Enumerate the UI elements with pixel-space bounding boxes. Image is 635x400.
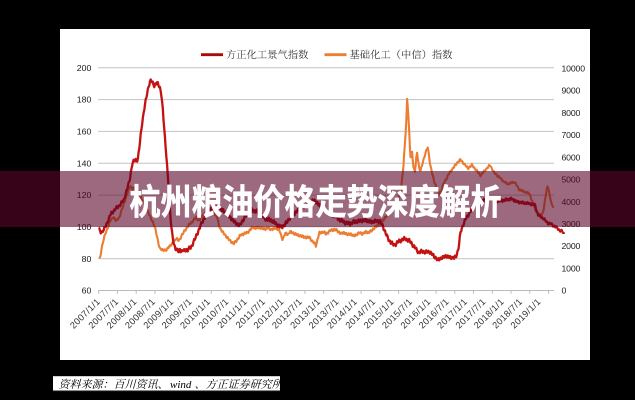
svg-text:6000: 6000 [562, 152, 581, 162]
svg-text:180: 180 [77, 95, 92, 105]
svg-text:wind: wind [170, 379, 192, 391]
svg-text:160: 160 [77, 127, 92, 137]
svg-text:140: 140 [77, 158, 92, 168]
svg-text:200: 200 [77, 63, 92, 73]
svg-text:60: 60 [82, 286, 92, 296]
svg-text:80: 80 [82, 254, 92, 264]
svg-text:0: 0 [562, 286, 567, 296]
svg-text:7000: 7000 [562, 130, 581, 140]
svg-text:2000: 2000 [562, 241, 581, 251]
svg-text:1000: 1000 [562, 263, 581, 273]
svg-text:10000: 10000 [562, 64, 586, 74]
svg-text:8000: 8000 [562, 108, 581, 118]
svg-text:9000: 9000 [562, 86, 581, 96]
